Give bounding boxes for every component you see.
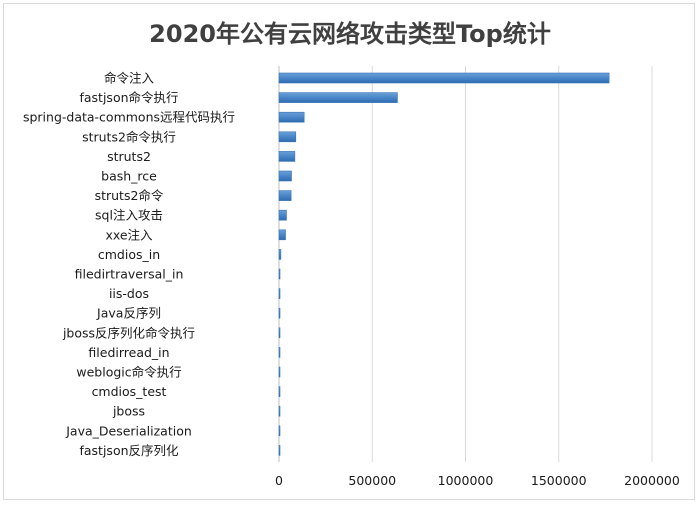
bar [278,229,286,241]
category-label: fastjson命令执行 [79,90,178,105]
bar [278,72,610,84]
bar [278,111,305,123]
bar [278,405,281,417]
category-label: filedirtraversal_in [75,267,184,282]
category-label: cmdios_in [98,247,160,262]
chart-frame [3,3,695,500]
category-label: Java_Deserialization [65,423,192,438]
bar [278,425,281,437]
category-label: struts2命令 [95,188,164,203]
bar [278,288,281,299]
bar [278,366,281,378]
category-label: struts2 [107,149,151,164]
category-labels: 命令注入 fastjson命令执行 spring-data-commons远程代码执… [23,71,235,458]
bar [278,347,281,358]
bar [278,268,281,280]
category-label: 命令注入 [104,71,155,86]
bars [278,72,610,456]
bar [278,190,292,201]
category-label: fastjson反序列化 [79,443,179,458]
bar [278,327,281,339]
bar [278,445,281,456]
chart-title: 2020年公有云网络攻击类型Top统计 [149,20,551,48]
category-label: bash_rce [101,169,157,184]
x-tick-label: 0 [275,473,283,488]
category-label: cmdios_test [92,384,167,399]
category-label: xxe注入 [105,227,153,242]
category-label: struts2命令执行 [82,129,176,144]
x-tick-labels: 0 500000 1000000 1500000 2000000 [275,473,680,488]
bar [278,307,281,319]
category-label: filedirread_in [88,345,169,360]
bar [278,209,287,221]
category-label: iis-dos [109,286,149,301]
x-tick-label: 1000000 [438,473,494,488]
bar [278,151,296,162]
category-label: sql注入攻击 [95,208,163,223]
category-label: Java反序列 [96,306,161,321]
x-tick-label: 2000000 [624,473,680,488]
grid-lines [278,66,653,462]
category-label: spring-data-commons远程代码执行 [23,110,235,125]
category-label: weblogic命令执行 [76,365,181,380]
bar [278,92,398,103]
bar [278,386,281,397]
category-label: jboss反序列化命令执行 [62,325,195,340]
bar [278,170,292,182]
x-tick-label: 1500000 [531,473,587,488]
bar [278,131,297,143]
x-tick-label: 500000 [348,473,396,488]
bar [278,249,282,260]
category-label: jboss [112,404,145,419]
